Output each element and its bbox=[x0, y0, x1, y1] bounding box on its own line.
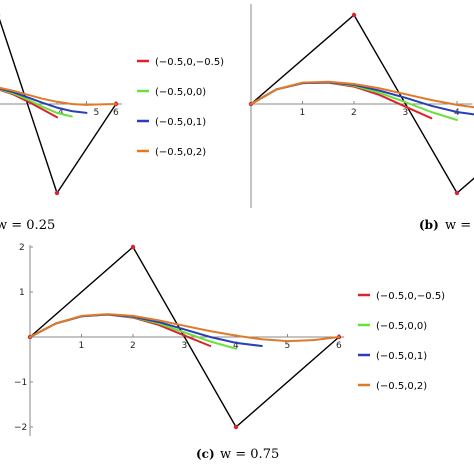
x-tick-label: 3 bbox=[403, 108, 409, 118]
caption-a-equation: w = 0.25 bbox=[0, 218, 55, 233]
series-line bbox=[250, 80, 474, 109]
control-point bbox=[130, 244, 136, 250]
x-tick-label: 5 bbox=[94, 108, 100, 118]
y-tick-label: −1 bbox=[14, 378, 27, 388]
x-tick-label: 2 bbox=[351, 108, 357, 118]
series-line bbox=[29, 313, 263, 347]
x-tick-label: 6 bbox=[336, 341, 342, 351]
legend-label: (−0.5,0,1) bbox=[376, 351, 427, 362]
legend-a: (−0.5,0,−0.5) (−0.5,0,0) (−0.5,0,1) (−0.5,0… bbox=[137, 57, 224, 158]
control-point bbox=[233, 424, 239, 430]
legend-label: (−0.5,0,2) bbox=[155, 147, 206, 158]
caption-a: w = 0.25 bbox=[0, 218, 55, 233]
caption-b-letter: (b) bbox=[419, 218, 439, 232]
x-tick-label: 3 bbox=[182, 341, 188, 351]
y-tick-label: −2 bbox=[14, 423, 27, 433]
caption-c-letter: (c) bbox=[196, 447, 215, 461]
caption-b: (b) w = bbox=[419, 218, 471, 233]
legend-c: (−0.5,0,−0.5) (−0.5,0,0) (−0.5,0,1) (−0.5,0… bbox=[358, 291, 445, 392]
plot-a: 2456 bbox=[0, 14, 122, 196]
plot-c: 1 2 3 4 5 6 2 1 −1 −2 bbox=[14, 243, 345, 436]
caption-b-equation: w = bbox=[445, 218, 471, 233]
panel-a: 2456 w = 0.25 bbox=[0, 14, 122, 233]
caption-c-equation: w = 0.75 bbox=[220, 447, 279, 462]
series-line bbox=[0, 86, 117, 106]
control-point bbox=[351, 12, 357, 18]
control-point bbox=[454, 190, 460, 196]
legend-label: (−0.5,0,2) bbox=[376, 381, 427, 392]
series-line bbox=[0, 88, 58, 119]
x-tick-label: 4 bbox=[233, 341, 239, 351]
x-tick-label: 5 bbox=[285, 341, 291, 351]
x-tick-label: 6 bbox=[113, 108, 119, 118]
legend-label: (−0.5,0,0) bbox=[155, 87, 206, 98]
panel-c: 1 2 3 4 5 6 2 1 −1 −2 (c) w = 0.75 bbox=[14, 243, 345, 462]
control-polygon bbox=[29, 245, 340, 429]
legend-label: (−0.5,0,1) bbox=[155, 117, 206, 128]
control-point bbox=[54, 190, 60, 196]
series-line bbox=[0, 87, 88, 114]
legend-label: (−0.5,0,−0.5) bbox=[376, 291, 445, 302]
caption-c: (c) w = 0.75 bbox=[196, 447, 279, 462]
control-polygon bbox=[250, 13, 474, 195]
x-tick-label: 1 bbox=[79, 341, 85, 351]
series-line bbox=[29, 313, 340, 343]
legend-label: (−0.5,0,−0.5) bbox=[155, 57, 224, 68]
control-polygon bbox=[0, 18, 117, 195]
x-tick-label: 2 bbox=[130, 341, 136, 351]
y-tick-label: 2 bbox=[19, 243, 25, 253]
y-tick-label: 1 bbox=[19, 288, 25, 298]
x-tick-label: 1 bbox=[300, 108, 306, 118]
legend-label: (−0.5,0,0) bbox=[376, 321, 427, 332]
x-tick-label: 2 bbox=[0, 108, 1, 118]
